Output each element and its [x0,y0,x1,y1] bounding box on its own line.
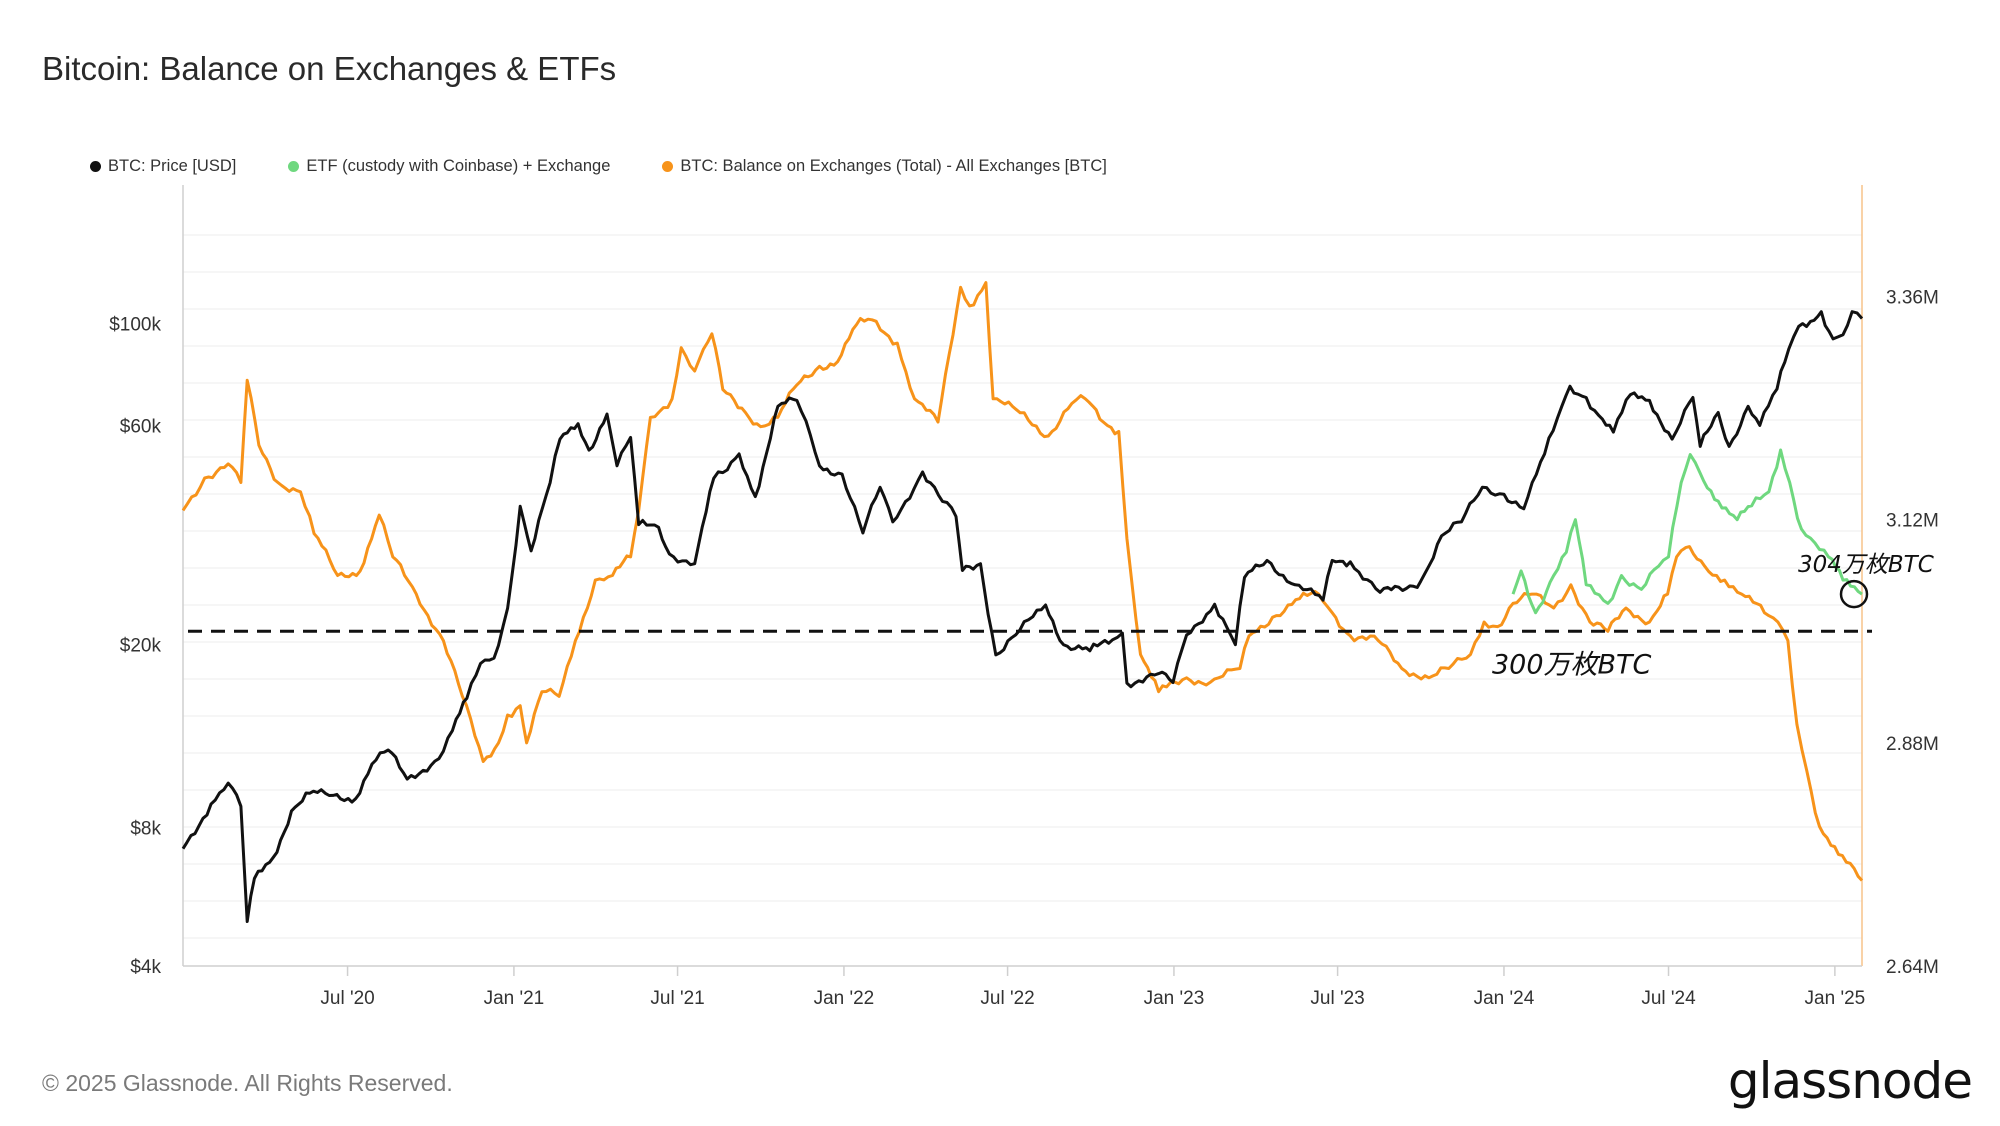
legend: BTC: Price [USD] ETF (custody with Coinb… [90,157,1159,176]
legend-label-price: BTC: Price [USD] [108,157,237,175]
y-right-tick-label: 3.36M [1886,288,1939,309]
annotation-label: 304万枚BTC [1798,552,1934,578]
y-left-tick-label: $20k [120,636,162,657]
x-tick-label: Jan '25 [1805,988,1866,1009]
x-tick-label: Jul '24 [1641,988,1696,1009]
gridlines [183,234,1862,939]
x-tick-label: Jan '21 [484,988,545,1009]
legend-item-etf[interactable]: ETF (custody with Coinbase) + Exchange [288,157,610,176]
x-tick-label: Jan '23 [1144,988,1205,1009]
y-right-tick-label: 2.64M [1886,957,1939,978]
x-tick-label: Jan '22 [814,988,875,1009]
axes: Jul '20 Jan '21 Jul '21 Jan '22 Jul '22 Jan '… [109,185,1939,1009]
annotations: 300万枚BTC 304万枚BTC [188,552,1934,680]
legend-dot-price [90,161,101,172]
glassnode-logo[interactable]: glassnode [1727,1052,1973,1110]
series-line-price [181,310,1864,923]
y-left-tick-label: $8k [130,819,161,840]
legend-dot-balance [662,161,674,172]
chart-title: Bitcoin: Balance on Exchanges & ETFs [42,50,617,87]
copyright-footer: © 2025 Glassnode. All Rights Reserved. [42,1070,453,1096]
legend-item-price[interactable]: BTC: Price [USD] [90,157,236,176]
x-tick-label: Jul '22 [980,988,1034,1009]
x-tick-label: Jul '20 [320,988,374,1009]
legend-label-balance: BTC: Balance on Exchanges (Total) - All … [680,157,1107,175]
y-right-tick-label: 2.88M [1886,734,1939,755]
x-tick-label: Jul '21 [650,988,704,1009]
x-tick-label: Jan '24 [1474,988,1535,1009]
y-right-tick-label: 3.12M [1886,511,1939,532]
reference-line-label: 300万枚BTC [1492,649,1652,680]
annotation-circle-marker [1839,579,1869,609]
legend-label-etf: ETF (custody with Coinbase) + Exchange [306,157,611,175]
legend-dot-etf [288,161,300,172]
legend-item-balance[interactable]: BTC: Balance on Exchanges (Total) - All … [662,157,1107,176]
x-tick-label: Jul '23 [1310,988,1364,1009]
y-left-tick-label: $60k [120,416,162,437]
series-line-etf [1511,448,1863,615]
y-left-tick-label: $4k [130,957,161,978]
y-left-tick-label: $100k [109,314,161,335]
series-line-balance [181,281,1864,882]
series-lines [181,281,1864,923]
